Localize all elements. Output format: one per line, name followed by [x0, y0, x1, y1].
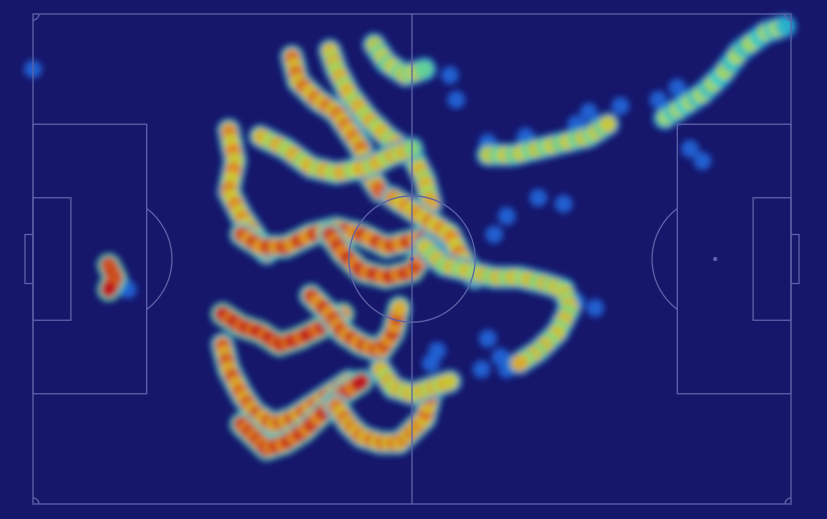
corner-arc	[784, 497, 792, 505]
heat-point-low	[428, 341, 447, 360]
heat-trail-core	[390, 299, 408, 317]
heat-point-low	[611, 96, 630, 115]
heat-point-low	[693, 152, 712, 170]
heat-point-low	[668, 78, 687, 97]
heat-point-low	[485, 225, 504, 244]
heat-trail-core	[441, 373, 459, 390]
heat-point-low	[680, 139, 699, 158]
heat-point-low	[586, 299, 605, 317]
right-penalty-spot	[713, 256, 718, 262]
heat-point-low	[472, 360, 491, 379]
left-penalty-arc	[146, 207, 173, 311]
center-circle	[348, 195, 476, 323]
heat-point-low	[529, 188, 548, 207]
heat-point-low	[554, 194, 573, 213]
heat-trail-core	[100, 281, 118, 299]
right-penalty-arc	[651, 207, 678, 311]
heat-point-low	[579, 103, 598, 121]
corner-arc	[32, 13, 40, 21]
heat-trail-core	[599, 115, 617, 133]
heat-point-low	[440, 66, 459, 85]
corner-arc	[32, 497, 40, 505]
heat-trail-core	[416, 60, 434, 78]
center-spot	[409, 256, 415, 262]
heat-point-low	[649, 90, 668, 109]
heat-trail-core	[352, 373, 370, 390]
heat-point-low	[497, 207, 516, 226]
corner-arc	[784, 13, 792, 21]
heat-point-low	[478, 329, 497, 348]
heat-point-low	[447, 90, 466, 109]
right-goal	[790, 233, 800, 285]
pitch-markings	[24, 13, 800, 505]
heat-trail-core	[776, 17, 794, 35]
heat-trail-core	[510, 354, 528, 372]
heat-layer	[24, 14, 797, 461]
left-goal	[24, 233, 34, 285]
